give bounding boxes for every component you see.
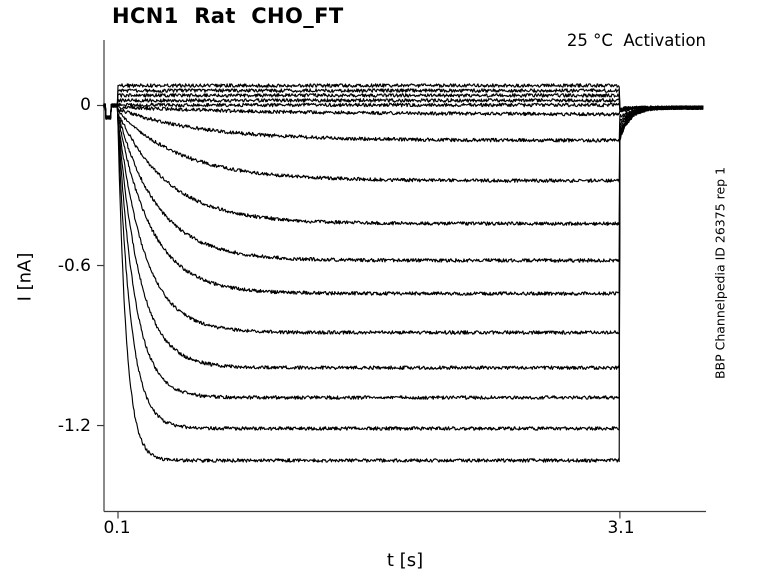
current-trace <box>103 103 704 143</box>
y-axis-label: I [nA] <box>14 252 36 302</box>
current-trace <box>103 103 704 400</box>
x-axis-label: t [s] <box>386 550 424 571</box>
current-trace <box>103 103 704 431</box>
current-trace <box>103 83 704 120</box>
y-tick-label-1.2: -1.2 <box>57 416 91 436</box>
y-tick-label-0.6: -0.6 <box>57 256 91 276</box>
current-trace <box>103 103 704 370</box>
current-trace <box>103 104 704 120</box>
current-trace <box>103 103 704 296</box>
dataset-id-caption: BBP Channelpedia ID 26375 rep 1 <box>712 166 728 380</box>
x-tick-label-3.1: 3.1 <box>607 518 635 538</box>
current-trace <box>103 102 704 120</box>
current-trace <box>103 103 704 335</box>
condition-annotation: 25 °C Activation <box>566 31 706 50</box>
current-trace <box>103 98 704 120</box>
current-trace <box>103 103 704 183</box>
y-tick-label-0: 0 <box>80 95 91 115</box>
current-trace <box>103 93 704 120</box>
current-trace <box>103 103 704 263</box>
current-trace <box>103 88 704 120</box>
x-tick-label-0.1: 0.1 <box>103 518 131 538</box>
current-trace <box>103 103 704 463</box>
current-trace <box>103 103 704 226</box>
figure-title: HCN1 Rat CHO_FT <box>112 4 344 28</box>
